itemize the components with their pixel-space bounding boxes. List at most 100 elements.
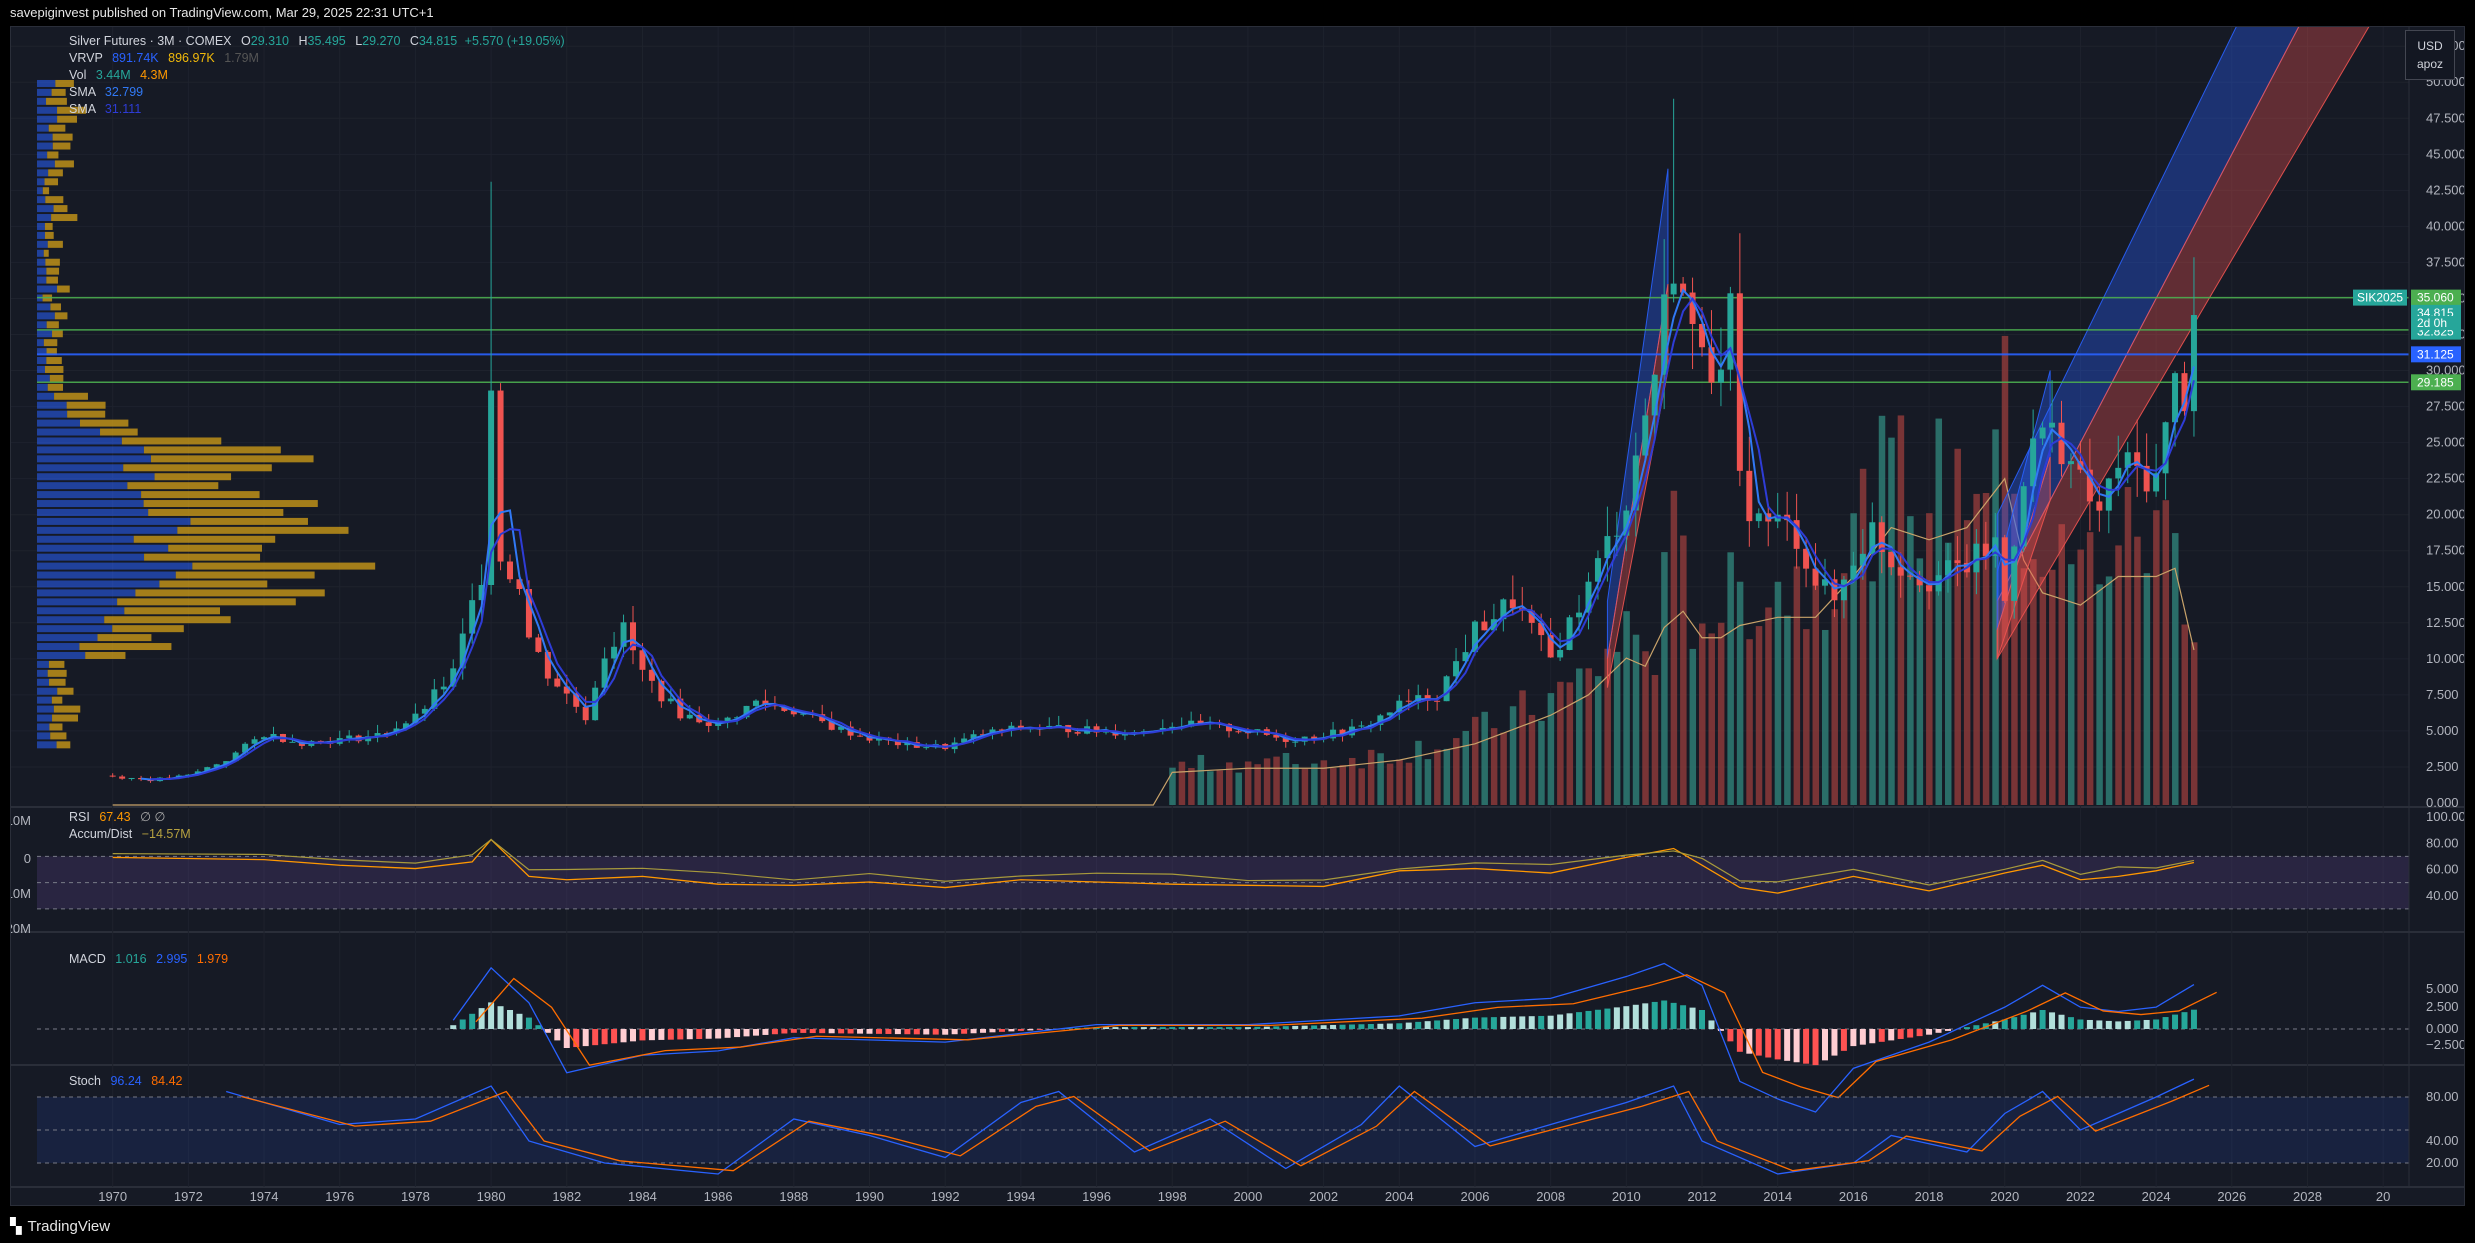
candle-body [1330,729,1337,739]
rsi-legend[interactable]: RSI 67.43 ∅ ∅ [69,809,165,825]
macd-histogram-bar [932,1029,939,1035]
legend-vol-line[interactable]: Vol 3.44M 4.3M [69,67,168,83]
vrvp-bar-down [52,330,63,338]
macd-histogram-bar [1992,1021,1999,1029]
vrvp-bar-up [37,616,105,624]
vrvp-bar-down [44,231,54,239]
macd-histogram-bar [1112,1027,1119,1029]
vrvp-bar-up [37,151,48,159]
legend-vrvp-line[interactable]: VRVP 891.74K 896.97K 1.79M [69,50,259,66]
sma-lines [140,288,2195,781]
vrvp-bar-down [50,732,67,740]
candle-body [630,622,636,651]
candle-body [1443,676,1450,702]
legend-symbol-line[interactable]: Silver Futures · 3M · COMEX O29.310 H35.… [69,33,565,49]
candle-body [1604,536,1611,559]
vrvp-bar-up [37,348,47,356]
volume-bar [2115,545,2122,805]
vrvp-bar-down [48,124,66,132]
volume-bar [1462,730,1470,805]
macd-histogram-bar [1538,1015,1545,1029]
macd-histogram-bar [677,1029,684,1040]
axes: 2.500 5.000 7.500 10.000 12.500 15.000 17.500 2… [11,27,2464,1204]
candle-body [1566,617,1573,650]
vrvp-bar-down [46,276,58,284]
macd-histogram-bar [1263,1026,1270,1029]
legend-sma2-line[interactable]: SMA 31.111 [69,101,141,117]
candle-body [317,740,324,742]
volume-bar [1727,552,1734,805]
macd-histogram-bar [1103,1027,1110,1029]
candle-body [516,579,523,589]
vrvp-bar-down [48,169,63,177]
macd-value-2: 2.995 [156,952,188,966]
volume-bar [1557,681,1564,805]
volume-bar [1576,668,1583,805]
volume-bar [1519,690,1526,805]
vrvp-bar-down [51,214,78,222]
macd-histogram-bar [1443,1019,1450,1029]
vrvp-bar-down [49,678,66,686]
stoch-legend[interactable]: Stoch 96.24 84.42 [69,1073,183,1089]
macd-histogram-bar [1017,1029,1024,1031]
vrvp-bar-down [43,339,58,347]
macd-histogram-bar [1869,1029,1876,1044]
volume-bar [1405,762,1413,805]
time-tick-label: 1990 [855,1189,884,1204]
vrvp-bar-up [37,312,55,320]
volume-bar [2162,500,2170,805]
volume-bar [1509,706,1517,805]
macd-line [452,962,2195,1113]
candle-body [2049,422,2056,428]
macd-histogram-bar [1415,1021,1422,1029]
ad-legend[interactable]: Accum/Dist −14.57M [69,826,191,842]
candle-body [507,561,514,580]
vrvp-bar-up [37,357,47,365]
vrvp-bar-down [144,553,261,561]
volume-bar [1594,676,1602,805]
macd-histogram-bar [1471,1017,1478,1029]
vrvp-bar-up [37,607,125,615]
volume-bar [1604,648,1611,805]
stoch-d-line [241,1084,2210,1172]
time-tick-label: 2008 [1536,1189,1565,1204]
candle-body [402,723,409,729]
volume-bar [1226,762,1233,805]
vrvp-bar-up [37,169,49,177]
vrvp-bar-up [37,526,178,534]
macd-histogram-bar [1453,1019,1460,1029]
macd-histogram-bar [857,1029,864,1034]
candle-body [2039,427,2046,439]
macd-histogram-bar [1774,1029,1781,1060]
macd-histogram-bar [1803,1029,1810,1064]
candle-body [1197,720,1204,724]
macd-histogram-bar [1812,1029,1819,1066]
volume-bar [2049,569,2056,805]
vrvp-bar-up [37,535,134,543]
vrvp-bar-up [37,723,50,731]
vrvp-bar-up [37,401,67,409]
macd-histogram-bar [1916,1029,1923,1037]
macd-histogram-bar [1632,1004,1639,1029]
candle-body [1282,737,1289,742]
macd-histogram-bar [1566,1013,1573,1029]
vrvp-bar-down [51,88,66,96]
currency-scale-button[interactable]: USD apoz [2405,30,2455,80]
volume-bar [2143,573,2151,805]
chart-frame[interactable]: 2.500 5.000 7.500 10.000 12.500 15.000 17.500 2… [10,26,2465,1231]
candle-body [724,717,731,723]
legend-sma1-line[interactable]: SMA 32.799 [69,84,143,100]
macd-histogram-bar [1481,1017,1488,1029]
chart-canvas[interactable]: 2.500 5.000 7.500 10.000 12.500 15.000 17.500 2… [11,27,2464,1205]
vrvp-bar-up [37,392,55,400]
candle-body [1528,610,1535,623]
sma-slow-line [150,296,2195,781]
candle-body [1926,585,1933,592]
macd-legend[interactable]: MACD 1.016 2.995 1.979 [69,951,228,967]
macd-histogram-bar [1604,1008,1611,1029]
time-tick-label: 2022 [2066,1189,2095,1204]
candle-body [1812,568,1819,586]
volume-bar [1982,492,1990,805]
tradingview-logo[interactable]: ▚ TradingView [10,1217,110,1235]
candle-body [544,651,551,679]
